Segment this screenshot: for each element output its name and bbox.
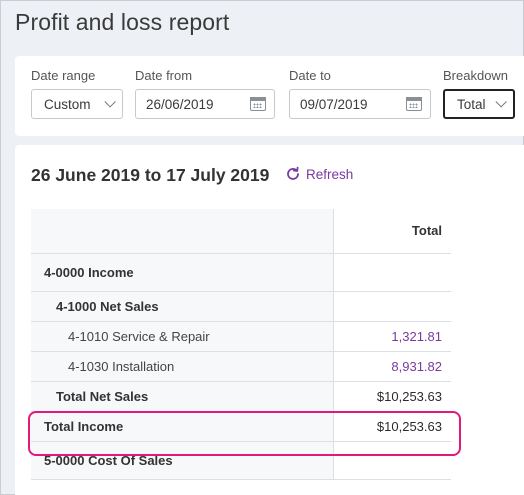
date-from-input[interactable]: 26/06/2019 (135, 89, 275, 119)
date-to-label: Date to (289, 68, 331, 83)
report-date-heading: 26 June 2019 to 17 July 2019 (31, 165, 270, 185)
row-value (333, 253, 451, 292)
date-to-input[interactable]: 09/07/2019 (289, 89, 431, 119)
row-label: Total Net Sales (31, 381, 334, 412)
calendar-icon[interactable] (406, 97, 422, 111)
date-from-label: Date from (135, 68, 193, 83)
row-value (333, 441, 451, 480)
breakdown-field: Breakdown Total (443, 68, 515, 119)
refresh-icon (287, 166, 299, 180)
breakdown-select[interactable]: Total (443, 89, 515, 119)
row-value: $10,253.63 (333, 411, 451, 442)
table-row: Total Net Sales $10,253.63 (31, 381, 451, 412)
row-label: 4-0000 Income (31, 253, 334, 292)
row-value-link[interactable]: 8,931.82 (333, 351, 451, 382)
breakdown-label: Breakdown (443, 68, 509, 83)
calendar-icon[interactable] (250, 97, 266, 111)
filter-panel: Date range Custom Date from 26/06/2019 D… (15, 56, 524, 136)
date-from-value: 26/06/2019 (146, 96, 214, 112)
date-from-field: Date from 26/06/2019 (135, 68, 275, 119)
row-value (333, 291, 451, 322)
total-column-header: Total (333, 209, 451, 254)
report-table: Total 4-0000 Income 4-1000 Net Sales 4-1… (31, 209, 451, 480)
row-value-link[interactable]: 1,321.81 (333, 321, 451, 352)
refresh-link[interactable]: Refresh (285, 166, 353, 182)
account-column-header (31, 209, 334, 254)
table-row: 4-0000 Income (31, 253, 451, 292)
date-range-field: Date range Custom (31, 68, 123, 119)
row-value: $10,253.63 (333, 381, 451, 412)
date-range-label: Date range (31, 68, 96, 83)
row-label: 5-0000 Cost Of Sales (31, 441, 334, 480)
page-title: Profit and loss report (15, 9, 230, 35)
table-row: 5-0000 Cost Of Sales (31, 441, 451, 480)
table-row: 4-1010 Service & Repair 1,321.81 (31, 321, 451, 352)
row-label: Total Income (31, 411, 334, 442)
row-label: 4-1010 Service & Repair (31, 321, 334, 352)
row-label: 4-1000 Net Sales (31, 291, 334, 322)
date-to-field: Date to 09/07/2019 (289, 68, 431, 119)
date-range-select[interactable]: Custom (31, 89, 123, 119)
chevron-down-icon (104, 96, 116, 108)
date-to-value: 09/07/2019 (300, 96, 368, 112)
report-panel: 26 June 2019 to 17 July 2019 Refresh Tot… (15, 145, 524, 495)
chevron-down-icon (495, 96, 507, 108)
date-range-value: Custom (44, 96, 91, 112)
table-row: Total Income $10,253.63 (31, 411, 451, 442)
breakdown-value: Total (457, 96, 486, 112)
table-row: 4-1000 Net Sales (31, 291, 451, 322)
refresh-label: Refresh (306, 166, 354, 182)
row-label: 4-1030 Installation (31, 351, 334, 382)
table-row: 4-1030 Installation 8,931.82 (31, 351, 451, 382)
table-header-row: Total (31, 209, 451, 254)
